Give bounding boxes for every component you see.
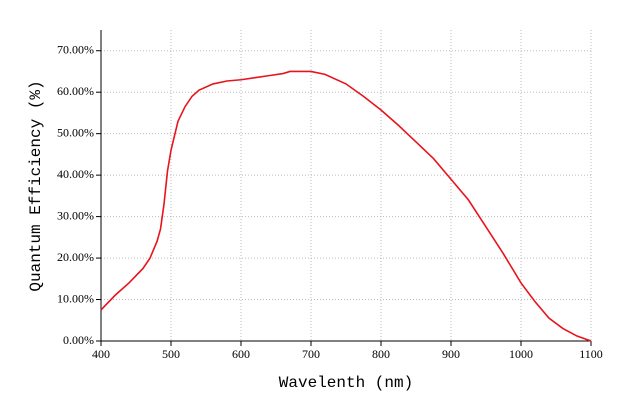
- y-axis-title: Quantum Efficiency (%): [27, 80, 45, 291]
- y-tick-label: 70.00%: [57, 42, 94, 56]
- y-tick-label: 10.00%: [57, 291, 94, 305]
- y-tick-label: 20.00%: [57, 250, 94, 264]
- y-tick-label: 0.00%: [63, 333, 94, 347]
- y-tick-label: 40.00%: [57, 167, 94, 181]
- x-tick-label: 900: [442, 347, 460, 361]
- y-tick-label: 60.00%: [57, 84, 94, 98]
- data-line: [100, 70, 592, 342]
- x-tick-label: 1000: [509, 347, 533, 361]
- y-tick-label: 50.00%: [57, 125, 94, 139]
- y-tick-label: 30.00%: [57, 208, 94, 222]
- x-tick-label: 600: [232, 347, 250, 361]
- x-tick-label: 500: [162, 347, 180, 361]
- x-tick-label: 700: [302, 347, 320, 361]
- x-tick-label: 800: [372, 347, 390, 361]
- x-tick-label: 400: [92, 347, 110, 361]
- x-axis-title: Wavelenth (nm): [279, 374, 413, 392]
- x-tick-label: 1100: [579, 347, 603, 361]
